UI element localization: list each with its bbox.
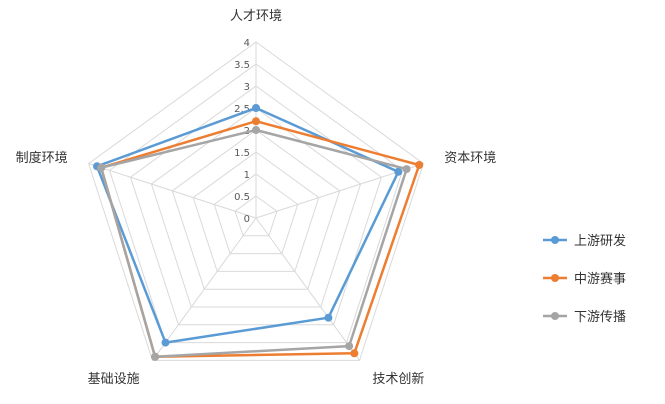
tick-label: 1.5 [234,148,250,159]
data-point [350,349,359,358]
grid-layer [88,41,424,361]
tick-label: 2.5 [234,104,250,115]
axis-spoke [152,217,257,361]
data-point [324,313,333,322]
axis-label: 基础设施 [88,372,140,387]
data-point [415,161,424,169]
legend-swatch-marker [551,236,559,244]
grid-ring [88,41,424,361]
data-point [394,167,403,176]
axis-label: 资本环境 [444,151,496,166]
axis-label: 制度环境 [16,150,68,166]
series-layer [93,104,424,361]
tick-label: 0.5 [234,192,250,203]
tick-label: 3.5 [234,60,250,71]
data-point [252,117,260,126]
grid-ring [129,85,383,326]
grid-ring [150,107,362,308]
tick-label: 1 [244,170,250,181]
grid-ring [234,195,278,237]
axis-label: 技术创新 [372,371,424,387]
tick-label: 4 [244,38,250,49]
data-point [97,163,106,172]
data-point [252,126,260,134]
data-point [151,352,160,361]
legend-swatch-marker [551,312,559,320]
legend-swatch-marker [551,274,559,282]
axis-label: 人才环境 [230,9,282,24]
series-line [99,119,421,359]
legend-label: 下游传播 [574,310,626,325]
legend-label: 上游研发 [574,233,626,249]
grid-ring [171,129,341,290]
tick-label: 3 [244,82,250,93]
grid-ring [213,173,299,255]
axis-spoke [88,163,257,219]
axis-spoke [255,217,360,361]
tick-label: 0 [244,214,250,225]
series-line [99,128,408,359]
grid-ring [192,151,320,272]
data-point [402,165,411,174]
data-point [252,104,260,112]
data-point [161,338,170,347]
data-point [345,342,354,351]
legend-label: 中游赛事 [574,271,626,287]
